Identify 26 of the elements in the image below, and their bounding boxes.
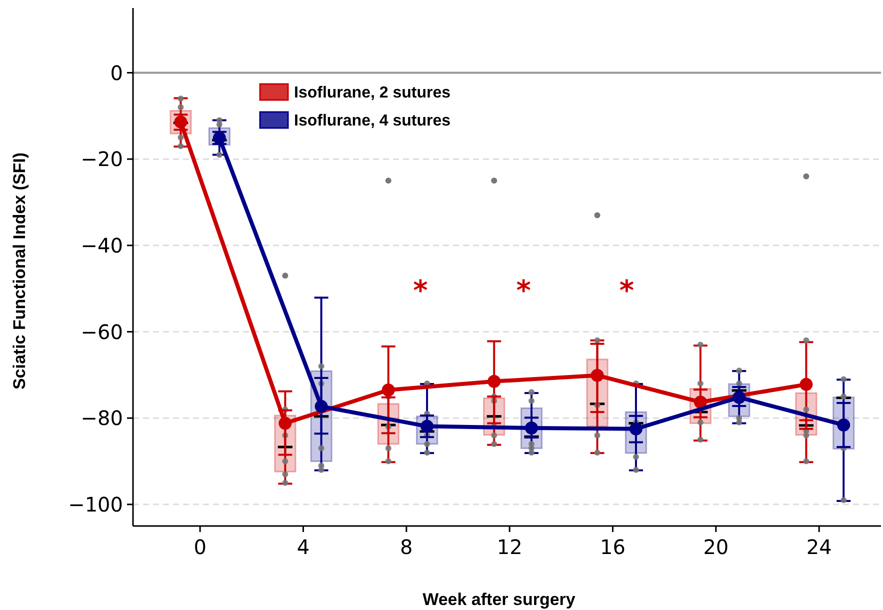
x-tick-label: 24 xyxy=(806,535,832,559)
x-tick-label: 4 xyxy=(296,535,310,559)
annotation: * xyxy=(516,274,532,307)
y-tick-label: 0 xyxy=(110,60,123,85)
x-tick-label: 8 xyxy=(400,535,413,559)
point xyxy=(488,374,501,388)
y-tick-label: −60 xyxy=(80,320,123,344)
x-tick-label: 12 xyxy=(496,535,522,559)
annotation: * xyxy=(619,274,634,307)
point xyxy=(590,368,604,382)
x-tick-label: 16 xyxy=(600,535,626,559)
x-tick-label: 20 xyxy=(703,535,729,559)
y-tick-label: −40 xyxy=(80,233,123,258)
y-tick-label: −20 xyxy=(80,147,123,172)
point xyxy=(800,378,813,391)
point xyxy=(382,384,395,397)
legend-label: Isoflurane, 4 sutures xyxy=(294,112,451,130)
y-tick-label: −80 xyxy=(80,406,123,430)
point xyxy=(278,416,292,430)
annotation: * xyxy=(413,274,428,307)
y-tick-label: −100 xyxy=(68,492,123,516)
x-axis-title: Week after surgery xyxy=(422,590,576,609)
x-tick-label: 0 xyxy=(194,535,206,559)
point xyxy=(314,400,328,413)
y-axis-title: Sciatic Functional Index (SFI) xyxy=(10,152,29,390)
legend-label: Isoflurane, 2 sutures xyxy=(294,84,451,102)
